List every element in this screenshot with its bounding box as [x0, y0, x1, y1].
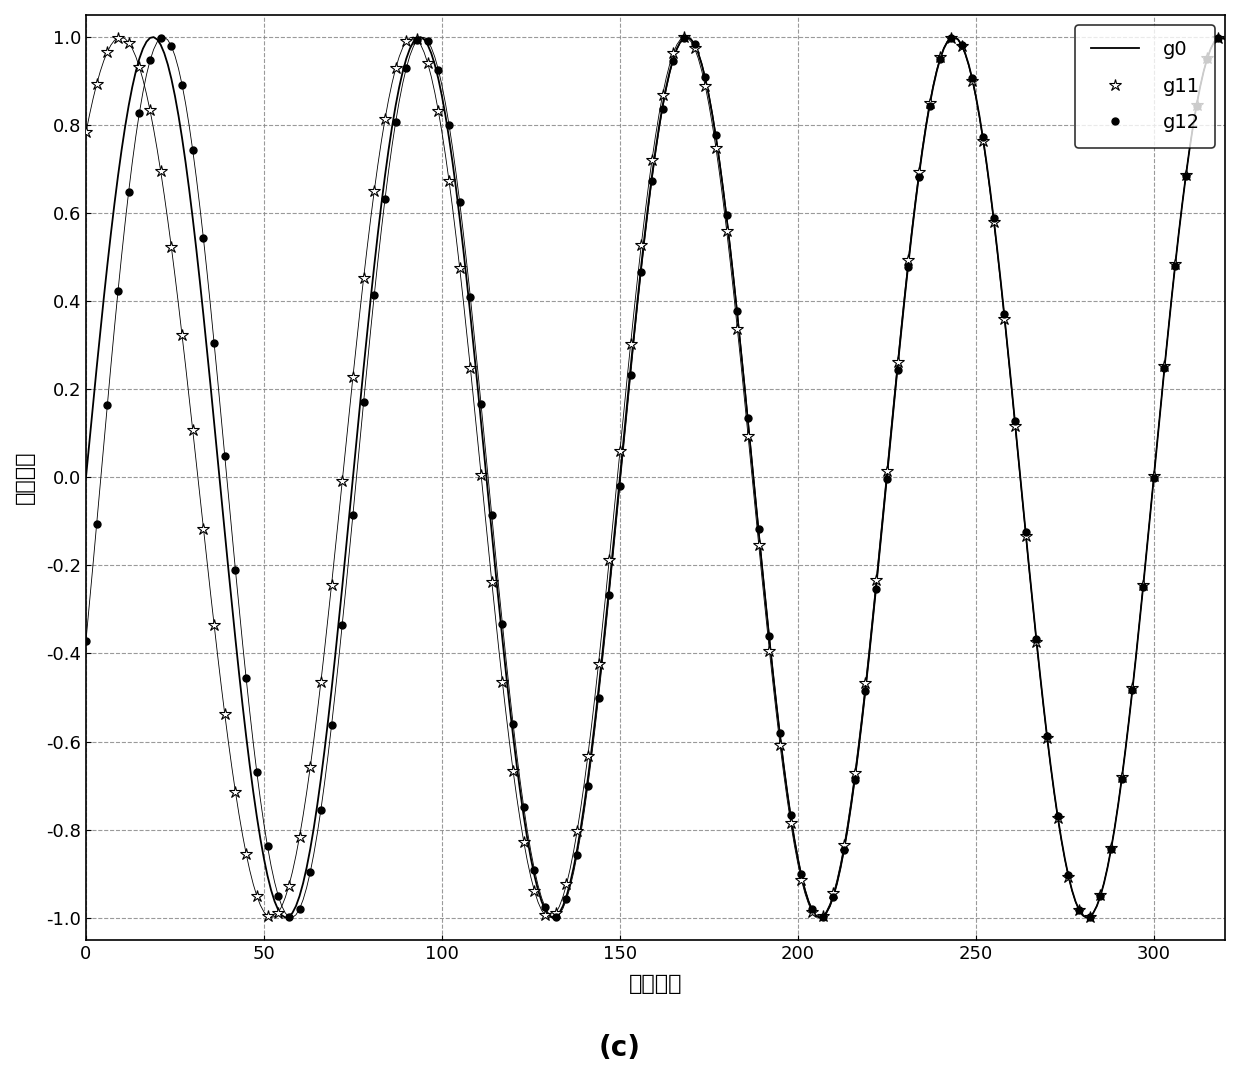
- g0: [765, 666, 780, 679]
- Text: (c): (c): [599, 1034, 641, 1062]
- g0: [78, 471, 93, 484]
- Line: g0: g0: [86, 38, 1225, 917]
- Y-axis label: 信号幅度: 信号幅度: [15, 451, 35, 504]
- g11: [1157, 359, 1172, 372]
- g12: [954, 39, 968, 52]
- g0: [588, 715, 603, 727]
- Line: g12: g12: [83, 34, 1221, 921]
- g11: [997, 312, 1012, 325]
- g0: [1218, 33, 1233, 46]
- g0: [947, 31, 962, 44]
- g0: [1111, 798, 1126, 811]
- X-axis label: 采样点数: 采样点数: [629, 973, 682, 994]
- g12: [1157, 362, 1172, 374]
- g12: [154, 31, 169, 44]
- g11: [944, 31, 959, 44]
- g0: [890, 362, 905, 374]
- g0: [314, 773, 329, 785]
- Line: g11: g11: [79, 31, 1224, 923]
- g12: [900, 261, 915, 274]
- g12: [548, 911, 563, 924]
- g12: [1210, 31, 1225, 44]
- Legend: g0, g11, g12: g0, g11, g12: [1075, 25, 1215, 148]
- g11: [420, 57, 435, 70]
- g11: [1104, 841, 1118, 854]
- g12: [1008, 415, 1023, 428]
- g11: [890, 355, 905, 368]
- g12: [1104, 843, 1118, 856]
- g11: [1210, 31, 1225, 44]
- g12: [78, 634, 93, 647]
- g11: [1083, 910, 1097, 923]
- g12: [432, 63, 446, 76]
- g11: [677, 31, 692, 44]
- g0: [797, 883, 812, 896]
- g0: [278, 911, 293, 924]
- g11: [78, 126, 93, 138]
